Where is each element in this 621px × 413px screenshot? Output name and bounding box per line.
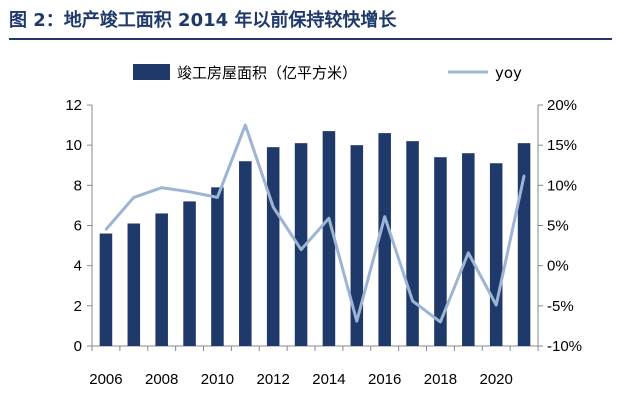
x-tick-label: 2006 xyxy=(89,371,122,388)
x-tick-label: 2008 xyxy=(145,371,178,388)
x-tick-label: 2012 xyxy=(257,371,290,388)
yoy-point xyxy=(188,190,191,193)
left-tick-label: 6 xyxy=(74,218,82,235)
bar xyxy=(127,223,141,346)
x-tick-label: 2016 xyxy=(368,371,401,388)
left-tick-label: 12 xyxy=(65,97,82,114)
yoy-point xyxy=(467,251,470,255)
bar xyxy=(517,143,531,346)
bar xyxy=(183,201,196,346)
right-tick-label: 10% xyxy=(547,177,577,194)
yoy-point xyxy=(299,248,303,251)
yoy-point xyxy=(327,217,331,220)
right-tick-label: 0% xyxy=(547,258,569,275)
x-tick-label: 2020 xyxy=(480,371,513,388)
bar xyxy=(350,145,364,346)
x-tick-label: 2018 xyxy=(424,371,457,388)
left-tick-label: 8 xyxy=(74,177,82,194)
title-underline xyxy=(9,38,612,40)
x-tick-label: 2014 xyxy=(312,371,345,388)
yoy-point xyxy=(411,299,414,303)
legend: 竣工房屋面积（亿平方米） yoy xyxy=(133,64,522,82)
yoy-point xyxy=(244,123,247,127)
bar xyxy=(378,133,391,346)
bar xyxy=(155,213,168,346)
bar xyxy=(99,233,113,346)
legend-bar-label: 竣工房屋面积（亿平方米） xyxy=(177,64,357,82)
yoy-point xyxy=(522,174,526,177)
right-tick-label: 15% xyxy=(547,137,577,154)
legend-bar-swatch xyxy=(133,64,170,80)
bar xyxy=(406,141,419,346)
left-tick-label: 4 xyxy=(74,258,82,275)
bar xyxy=(489,163,503,346)
yoy-point xyxy=(355,319,359,323)
yoy-point xyxy=(271,205,275,209)
yoy-point xyxy=(160,186,163,189)
bar xyxy=(266,147,280,346)
left-tick-label: 10 xyxy=(65,137,82,154)
bar xyxy=(462,153,475,346)
right-tick-label: -10% xyxy=(547,338,582,355)
left-tick-label: 2 xyxy=(74,298,82,315)
bar xyxy=(211,187,224,346)
yoy-point xyxy=(132,196,136,199)
yoy-point xyxy=(383,215,386,218)
right-tick-label: 20% xyxy=(547,97,577,114)
left-tick-label: 0 xyxy=(74,338,82,355)
bar xyxy=(239,161,252,346)
legend-line-label: yoy xyxy=(495,64,522,82)
yoy-point xyxy=(439,320,442,324)
chart-title: 图 2：地产竣工面积 2014 年以前保持较快增长 xyxy=(9,10,397,31)
yoy-point xyxy=(104,228,108,231)
bar xyxy=(434,157,447,346)
yoy-point xyxy=(216,196,219,199)
right-tick-label: -5% xyxy=(547,298,574,315)
x-tick-label: 2010 xyxy=(201,371,234,388)
yoy-line xyxy=(104,123,526,324)
right-tick-label: 5% xyxy=(547,218,569,235)
bar xyxy=(294,143,308,346)
yoy-point xyxy=(494,303,498,307)
bar xyxy=(322,131,336,346)
